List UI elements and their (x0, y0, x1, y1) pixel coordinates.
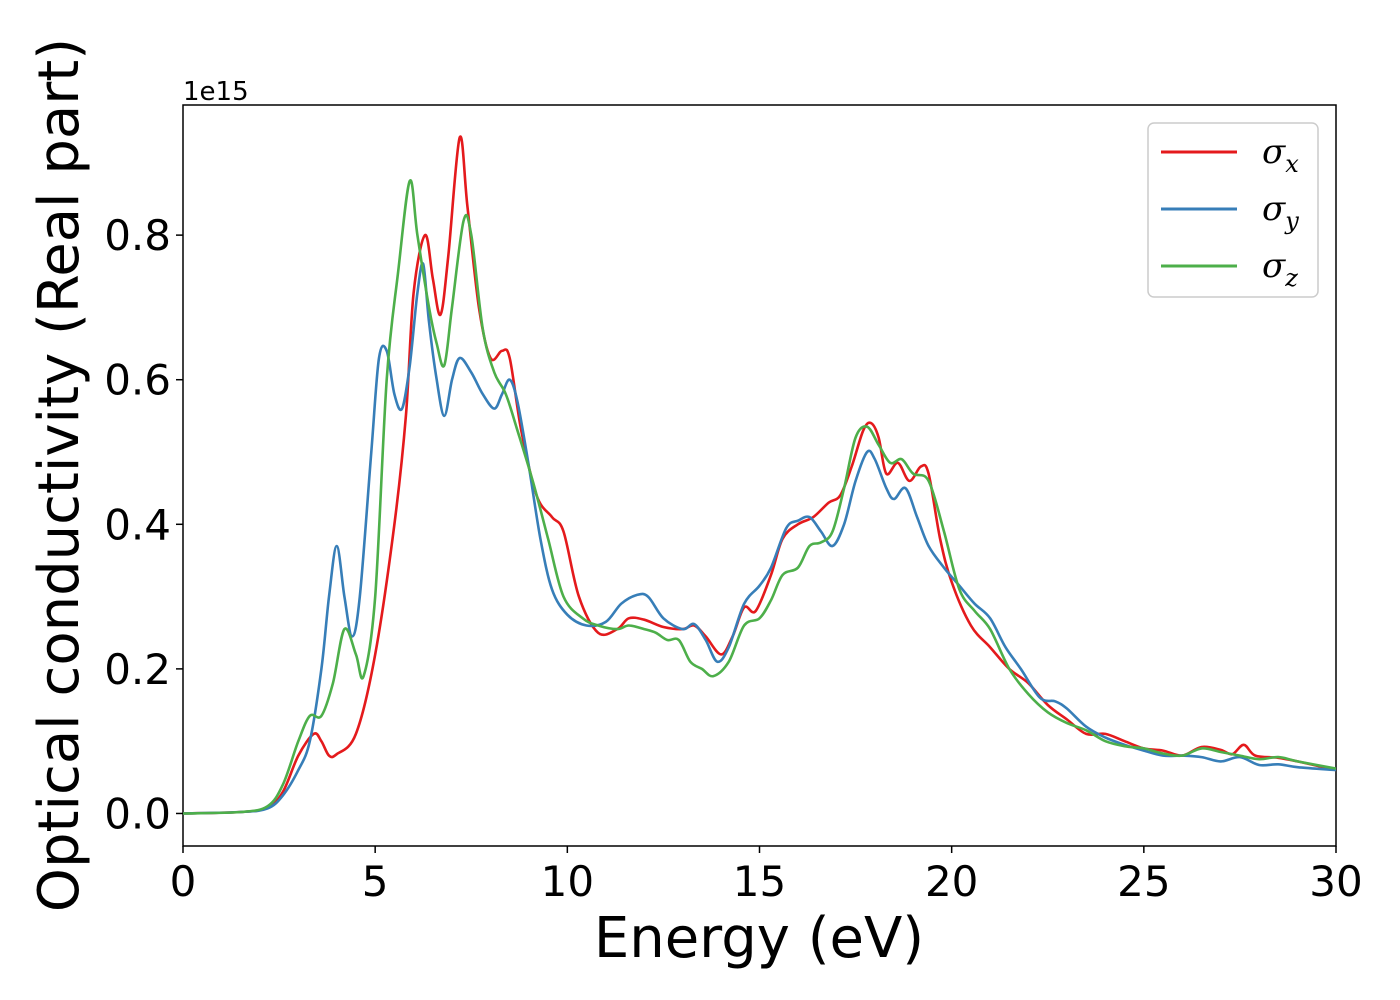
series-line-y (183, 261, 1336, 815)
series-line-x (183, 135, 1336, 815)
legend-label-y: σy (1262, 189, 1299, 235)
x-tick-label: 30 (1309, 857, 1362, 906)
x-tick-label: 10 (541, 857, 594, 906)
y-tick-label: 0.0 (104, 789, 171, 838)
x-tick-label: 25 (1117, 857, 1170, 906)
series-line-z (183, 179, 1336, 815)
x-tick-label: 0 (170, 857, 197, 906)
x-tick-label: 20 (925, 857, 978, 906)
x-axis-title: Energy (eV) (594, 906, 924, 971)
y-tick-label: 0.2 (104, 645, 171, 694)
y-tick-label: 0.6 (104, 356, 171, 405)
legend: σx σy σz (1147, 122, 1319, 298)
x-tick-label: 15 (733, 857, 786, 906)
y-axis-title: Optical conductivity (Real part) (27, 38, 92, 912)
series-group (183, 135, 1336, 815)
x-axis: 0 5 10 15 20 25 30 (170, 846, 1363, 906)
plot-area (182, 104, 1337, 847)
y-tick-label: 0.4 (104, 500, 171, 549)
y-axis: 0.0 0.2 0.4 0.6 0.8 (104, 211, 183, 838)
legend-label-x: σx (1262, 132, 1299, 178)
y-offset-text: 1e15 (183, 77, 249, 107)
x-tick-label: 5 (362, 857, 389, 906)
legend-label-z: σz (1262, 246, 1298, 292)
y-tick-label: 0.8 (104, 211, 171, 260)
